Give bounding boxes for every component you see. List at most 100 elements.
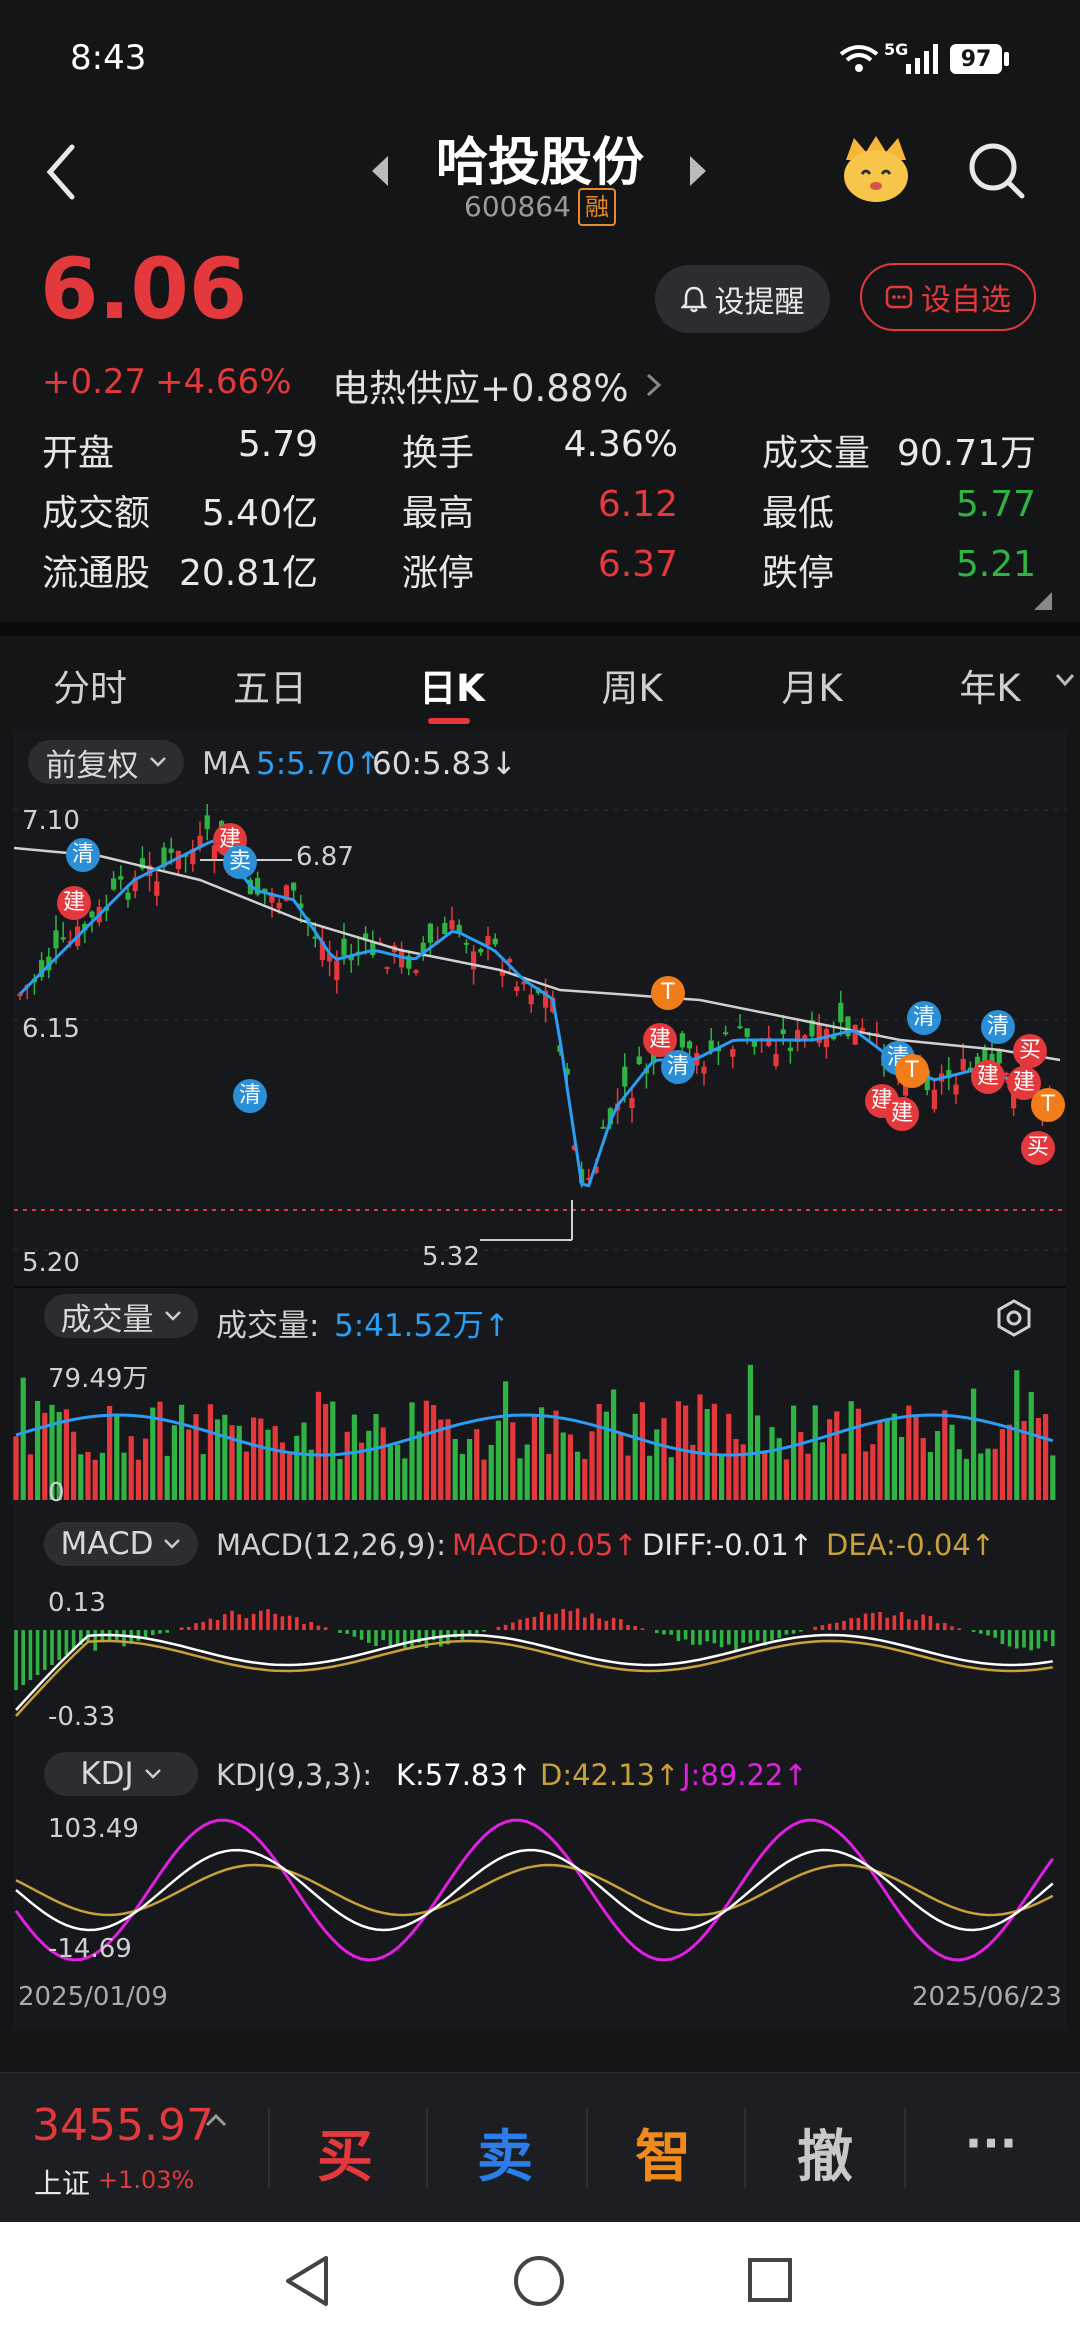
sell-button[interactable]: 卖	[477, 2125, 533, 2190]
candle-body	[190, 849, 196, 865]
macd-bar	[748, 1630, 753, 1643]
candle-body	[384, 967, 390, 970]
candle-body	[564, 1068, 570, 1075]
nav-recents-icon[interactable]	[746, 2256, 794, 2304]
smart-button[interactable]: 智	[635, 2125, 691, 2190]
candle-body	[53, 930, 59, 949]
expand-corner-icon[interactable]	[1034, 592, 1052, 610]
kdj-selector[interactable]: KDJ	[44, 1752, 198, 1796]
active-tab-underline	[428, 718, 470, 724]
nav-home-icon[interactable]	[512, 2254, 566, 2308]
stat-label: 成交量	[762, 433, 871, 474]
candle-body	[463, 942, 469, 945]
macd-bar	[345, 1630, 349, 1634]
diff-value: DIFF:-0.01↑	[642, 1528, 814, 1562]
volume-bar	[927, 1451, 933, 1500]
more-button[interactable]: ···	[964, 2116, 1018, 2170]
trade-marker[interactable]: 买	[1021, 1131, 1055, 1165]
volume-bar	[711, 1403, 717, 1500]
add-watchlist-button[interactable]: 设自选	[860, 263, 1036, 331]
candle-body	[708, 1040, 714, 1051]
macd-bar	[691, 1630, 695, 1645]
sector-link[interactable]: 电热供应+0.88%	[332, 358, 665, 412]
tab-4[interactable]: 月K	[781, 667, 843, 710]
tab-0[interactable]: 分时	[53, 667, 127, 710]
trade-marker[interactable]: T	[895, 1054, 929, 1088]
macd-bar	[741, 1630, 745, 1643]
trade-marker[interactable]: T	[1031, 1088, 1065, 1122]
candle-body	[528, 994, 534, 1005]
volume-bar	[942, 1410, 948, 1500]
trade-marker[interactable]: 清	[981, 1010, 1015, 1044]
adjust-selector[interactable]: 前复权	[28, 740, 184, 784]
trade-marker[interactable]: 卖	[223, 845, 257, 879]
search-icon[interactable]	[966, 140, 1028, 202]
trade-marker[interactable]: 建	[57, 886, 91, 920]
prev-stock-icon[interactable]	[368, 154, 392, 188]
candle-body	[816, 1023, 822, 1043]
nav-back-icon[interactable]	[282, 2254, 332, 2308]
volume-bar	[647, 1455, 653, 1500]
next-stock-icon[interactable]	[686, 154, 710, 188]
volume-selector[interactable]: 成交量	[44, 1294, 198, 1338]
trade-marker[interactable]: 清	[907, 1001, 941, 1035]
volume-chart[interactable]	[0, 1350, 1080, 1510]
stat-value: 5.40亿	[201, 493, 318, 534]
tab-1[interactable]: 五日	[233, 667, 307, 710]
macd-bar	[683, 1630, 688, 1640]
macd-selector[interactable]: MACD	[44, 1522, 198, 1566]
macd-bar	[712, 1630, 717, 1644]
cancel-button[interactable]: 撤	[797, 2125, 853, 2190]
mascot-icon[interactable]	[836, 130, 916, 210]
candle-body	[679, 1033, 685, 1048]
volume-zero-label: 0	[48, 1478, 65, 1508]
volume-bar	[949, 1424, 955, 1500]
macd-bar	[251, 1613, 256, 1630]
chevron-down-icon[interactable]	[1054, 672, 1076, 688]
macd-bar	[511, 1622, 515, 1630]
back-arrow-icon[interactable]	[42, 142, 82, 202]
d-line	[15, 1863, 1054, 1917]
macd-bar	[403, 1630, 407, 1648]
kdj-chart[interactable]	[0, 1810, 1080, 1970]
candle-body	[737, 1026, 743, 1029]
settings-icon[interactable]	[994, 1298, 1034, 1338]
volume-bar	[387, 1445, 393, 1500]
volume-bar	[935, 1431, 941, 1500]
tab-5[interactable]: 年K	[959, 667, 1021, 710]
macd-bar	[374, 1630, 378, 1646]
tab-2[interactable]: 日K	[419, 667, 485, 710]
volume-bar	[690, 1444, 696, 1500]
trade-marker[interactable]: 清	[66, 838, 100, 872]
candle-body	[629, 1097, 635, 1108]
macd-bar	[885, 1617, 889, 1630]
volume-bar	[488, 1445, 494, 1500]
trade-marker[interactable]: T	[651, 976, 685, 1010]
index-value[interactable]: 3455.97	[32, 2100, 214, 2151]
macd-bar	[568, 1610, 573, 1630]
kdj-pill-label: KDJ	[80, 1756, 134, 1792]
trade-marker[interactable]: 建	[971, 1060, 1005, 1094]
trade-marker[interactable]: 清	[233, 1079, 267, 1113]
macd-chart[interactable]	[0, 1580, 1080, 1740]
current-price: 6.06	[40, 240, 248, 338]
buy-button[interactable]: 买	[317, 2125, 373, 2190]
set-alert-button[interactable]: 设提醒	[655, 265, 830, 333]
volume-bar	[243, 1451, 249, 1500]
trade-marker[interactable]: 建	[885, 1097, 919, 1131]
macd-bar	[842, 1620, 846, 1630]
high-price-mark: 6.87	[296, 842, 354, 872]
volume-bar	[330, 1401, 336, 1500]
volume-bar	[553, 1410, 559, 1500]
candle-body	[514, 986, 520, 992]
candlestick-chart[interactable]	[0, 800, 1080, 1280]
trade-marker[interactable]: 清	[661, 1050, 695, 1084]
set-alert-label: 设提醒	[714, 285, 805, 320]
candle-body	[175, 850, 181, 870]
trade-marker[interactable]: 买	[1013, 1034, 1047, 1068]
chevron-up-icon[interactable]	[204, 2112, 228, 2128]
stat-value: 20.81亿	[178, 553, 318, 594]
tab-3[interactable]: 周K	[601, 667, 663, 710]
macd-bar	[590, 1613, 594, 1630]
macd-bar	[1029, 1630, 1033, 1651]
